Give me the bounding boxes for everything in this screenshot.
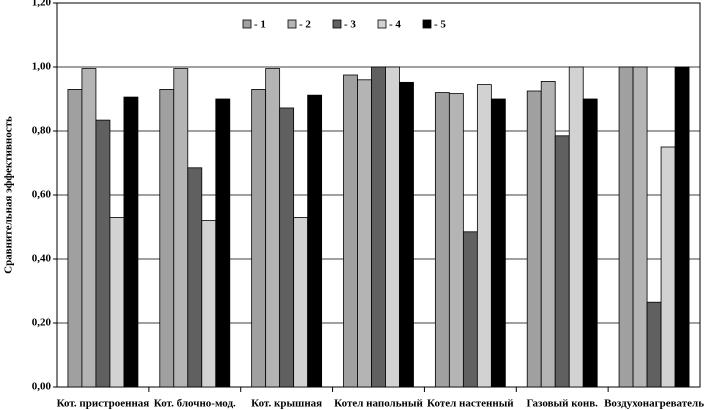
y-tick-label: 0,00	[32, 381, 52, 393]
legend-label: - 4	[389, 19, 401, 31]
bar	[67, 89, 83, 388]
y-tick-label: 0,40	[32, 253, 52, 265]
legend-swatch	[287, 19, 297, 29]
legend-label: - 2	[299, 19, 311, 31]
y-axis-label: Сравнительная эффективность	[3, 116, 15, 274]
bar	[187, 167, 203, 388]
bar	[343, 74, 358, 388]
bar	[215, 98, 231, 388]
y-tick-label: 0,60	[32, 189, 52, 201]
bar	[632, 66, 648, 388]
y-tick-label: 0,20	[32, 317, 52, 329]
y-tick-label: 0,80	[32, 125, 52, 137]
bar	[646, 301, 662, 388]
bar	[554, 135, 570, 388]
bar	[81, 68, 97, 388]
bar	[173, 68, 189, 388]
bar	[476, 84, 492, 388]
bar	[540, 81, 556, 388]
legend-swatch	[377, 19, 387, 29]
bar	[526, 90, 542, 388]
bar	[568, 66, 584, 388]
bar	[279, 107, 295, 388]
legend-swatch	[422, 19, 432, 29]
bar	[582, 98, 598, 388]
x-tick-label: Воздухонагреватель	[604, 398, 704, 410]
bar	[201, 220, 217, 388]
x-tick-label: Кот. блочно-мод.	[154, 398, 236, 410]
bar	[371, 66, 386, 388]
bar	[307, 94, 323, 388]
bar	[399, 81, 414, 388]
bar	[251, 89, 267, 388]
legend-label: - 1	[254, 19, 266, 31]
x-tick-label: Кот. крышная	[251, 398, 322, 410]
bar	[448, 93, 464, 388]
bar	[159, 89, 175, 388]
x-tick-label: Газовый конв.	[526, 398, 598, 410]
bar	[385, 66, 400, 388]
bar	[434, 92, 450, 388]
bar	[462, 231, 478, 388]
bar	[357, 79, 372, 388]
y-tick-label: 1,20	[32, 0, 52, 9]
legend-label: - 3	[344, 19, 356, 31]
legend-swatch	[332, 19, 342, 29]
x-tick-label: Кот. пристроенная	[57, 398, 150, 410]
bar	[123, 96, 139, 388]
bar	[95, 119, 111, 388]
bar	[293, 216, 309, 388]
y-tick-label: 1,00	[32, 61, 52, 73]
x-tick-label: Котел напольный	[334, 398, 423, 410]
legend-label: - 5	[434, 19, 446, 31]
bar	[618, 66, 634, 388]
bar	[109, 216, 125, 388]
legend-swatch	[242, 19, 252, 29]
bar	[674, 66, 690, 388]
bar	[660, 146, 676, 388]
x-tick-label: Котел настенный	[427, 398, 514, 410]
bar	[265, 68, 281, 388]
bar	[490, 98, 506, 388]
